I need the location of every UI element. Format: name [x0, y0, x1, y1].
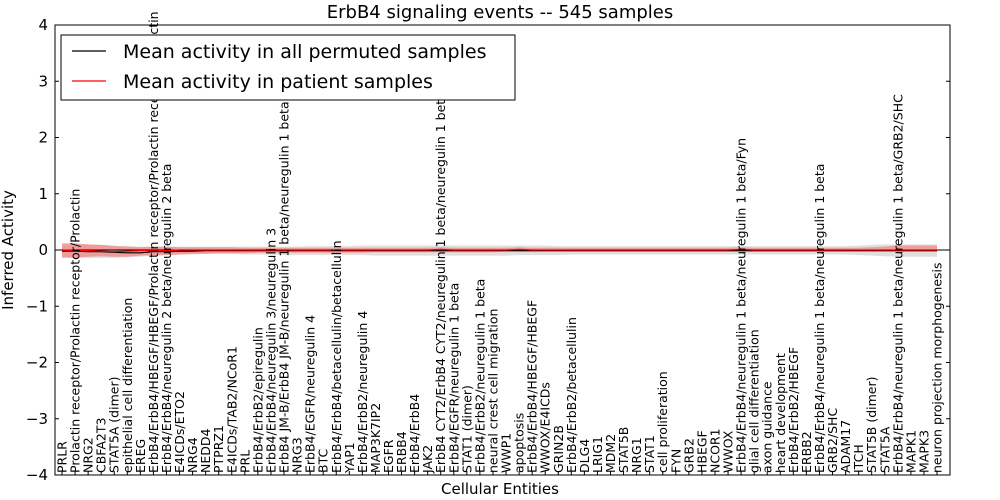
x-tick-label: ErbB4/ErbB4/neuregulin 1 beta/neuregulin… — [812, 164, 827, 473]
x-tick-label: ErbB4 JM-B/ErbB4 JM-B/neuregulin 1 beta/… — [277, 101, 292, 473]
y-axis-label: Inferred Activity — [0, 190, 17, 310]
x-tick-label: ErbB4/ErbB2/betacellulin — [564, 317, 579, 473]
x-tick-label: EREG — [133, 439, 148, 473]
x-tick-label: glial cell differentiation — [747, 329, 762, 473]
x-tick-label: WWOX/E4ICDs — [538, 382, 553, 473]
x-tick-label: MAP3K7IP2 — [368, 403, 383, 473]
chart-title: ErbB4 signaling events -- 545 samples — [327, 2, 674, 23]
x-tick-label: ErbB4/ErbB4/betacellulin/betacellulin — [329, 240, 344, 473]
x-tick-label: BTC — [316, 449, 331, 473]
y-tick-label: 2 — [38, 129, 48, 147]
x-tick-label: STAT5B (dimer) — [864, 377, 879, 473]
x-tick-label: NEDD4 — [198, 429, 213, 473]
x-tick-label: PRLR — [55, 441, 70, 473]
x-tick-label: WWP1 — [499, 433, 514, 473]
y-tick-label: −3 — [26, 410, 48, 428]
y-tick-label: −4 — [26, 466, 48, 484]
x-tick-label: PTPRZ1 — [211, 425, 226, 473]
x-tick-label: GRIN2B — [551, 425, 566, 473]
x-tick-label: CBFA2T3 — [94, 418, 109, 473]
y-axis-ticks: −4 −3 −2 −1 0 1 2 3 4 — [26, 16, 950, 484]
x-tick-label: STAT1 — [642, 435, 657, 473]
x-tick-label: ErbB4/ErbB2/HBEGF — [786, 347, 801, 473]
legend-label-permuted: Mean activity in all permuted samples — [123, 41, 486, 63]
x-tick-label: NRG4 — [185, 437, 200, 473]
x-tick-label: ErbB4/ErbB4/HBEGF/HBEGF — [525, 300, 540, 473]
x-tick-label: heart development — [773, 353, 788, 473]
x-tick-label: ERBB2 — [799, 431, 814, 473]
x-tick-label: ErbB4/ErbB2/neuregulin 1 beta — [472, 279, 487, 473]
x-tick-label: neuron projection morphogenesis — [930, 262, 945, 473]
x-tick-label: NRG1 — [629, 437, 644, 473]
x-tick-label: cell proliferation — [655, 371, 670, 473]
x-axis-label: Cellular Entities — [441, 480, 559, 498]
x-tick-label: LRIG1 — [590, 436, 605, 473]
x-tick-label: neural crest cell migration — [486, 309, 501, 473]
x-tick-label: apoptosis — [512, 413, 527, 473]
legend-label-patient: Mean activity in patient samples — [123, 71, 433, 93]
x-tick-label: STAT5A — [877, 426, 892, 473]
x-tick-label: E4ICDs/TAB2/NCoR1 — [224, 346, 239, 473]
x-tick-label: DLG4 — [577, 439, 592, 473]
x-tick-label: YAP1 — [342, 442, 357, 474]
series-lines — [61, 248, 937, 254]
x-tick-label: ITCH — [851, 444, 866, 473]
y-tick-label: 0 — [38, 241, 48, 259]
y-tick-label: −1 — [26, 297, 48, 315]
x-tick-label: ErbB4/ErbB4/neuregulin 2 beta/neuregulin… — [159, 164, 174, 473]
x-tick-label: Prolactin receptor/Prolactin receptor/Pr… — [68, 189, 83, 473]
legend-box — [60, 34, 516, 101]
x-tick-label: ERBB4 — [394, 431, 409, 473]
x-tick-label: FYN — [668, 449, 683, 473]
x-tick-label: HBEGF — [694, 430, 709, 473]
x-tick-label: GRB2/SHC — [825, 408, 840, 473]
legend: Mean activity in all permuted samples Me… — [60, 34, 516, 101]
x-tick-label: ErbB4 CYT2/ErbB4 CYT2/neuregulin 1 beta/… — [433, 92, 448, 473]
y-tick-label: 1 — [38, 185, 48, 203]
x-tick-label: NRG3 — [290, 437, 305, 473]
x-tick-label: STAT1 (dimer) — [459, 385, 474, 473]
x-tick-label: PRL — [237, 450, 252, 473]
x-tick-label: epithelial cell differentiation — [120, 298, 135, 473]
x-tick-label: MDM2 — [603, 434, 618, 473]
x-tick-label: NCOR1 — [708, 428, 723, 473]
x-tick-label: ErbB4/EGFR/neuregulin 4 — [303, 315, 318, 473]
x-tick-label: ErbB4/ErbB4 — [407, 394, 422, 473]
x-tick-label: ErbB4/ErbB4/neuregulin 1 beta/neuregulin… — [734, 138, 749, 473]
x-tick-label: ErbB4/ErbB4/HBEGF/HBEGF/Prolactin recept… — [146, 11, 161, 473]
x-tick-label: GRB2 — [681, 438, 696, 473]
x-tick-label: ADAM17 — [838, 420, 853, 473]
y-tick-label: −2 — [26, 354, 48, 372]
x-tick-label: WWOX — [721, 430, 736, 473]
x-tick-label: ErbB4/ErbB2/neuregulin 4 — [355, 311, 370, 473]
plot-frame — [54, 24, 951, 476]
series-line-patient — [61, 248, 937, 253]
x-tick-label: ErbB4/ErbB4/neuregulin 1 beta/neuregulin… — [890, 94, 905, 473]
y-tick-label: 3 — [38, 72, 48, 90]
x-tick-label: ErbB4/EGFR/neuregulin 1 beta — [446, 283, 461, 473]
x-tick-label: JAK2 — [420, 445, 435, 474]
y-tick-label: 4 — [38, 16, 48, 34]
x-tick-label: E4ICDs/ETO2 — [172, 391, 187, 473]
x-tick-label: NRG2 — [81, 437, 96, 473]
x-tick-label: STAT5B — [616, 427, 631, 473]
x-tick-label: MAPK1 — [903, 430, 918, 473]
x-tick-label: EGFR — [381, 439, 396, 473]
x-tick-label: axon guidance — [760, 381, 775, 473]
x-tick-label: ErbB4/ErbB2/epiregulin — [250, 327, 265, 473]
x-tick-label: STAT5A (dimer) — [107, 377, 122, 473]
x-tick-label: MAPK3 — [916, 430, 931, 473]
x-tick-label: ErbB4/ErbB4/neuregulin 3/neuregulin 3 — [264, 228, 279, 473]
